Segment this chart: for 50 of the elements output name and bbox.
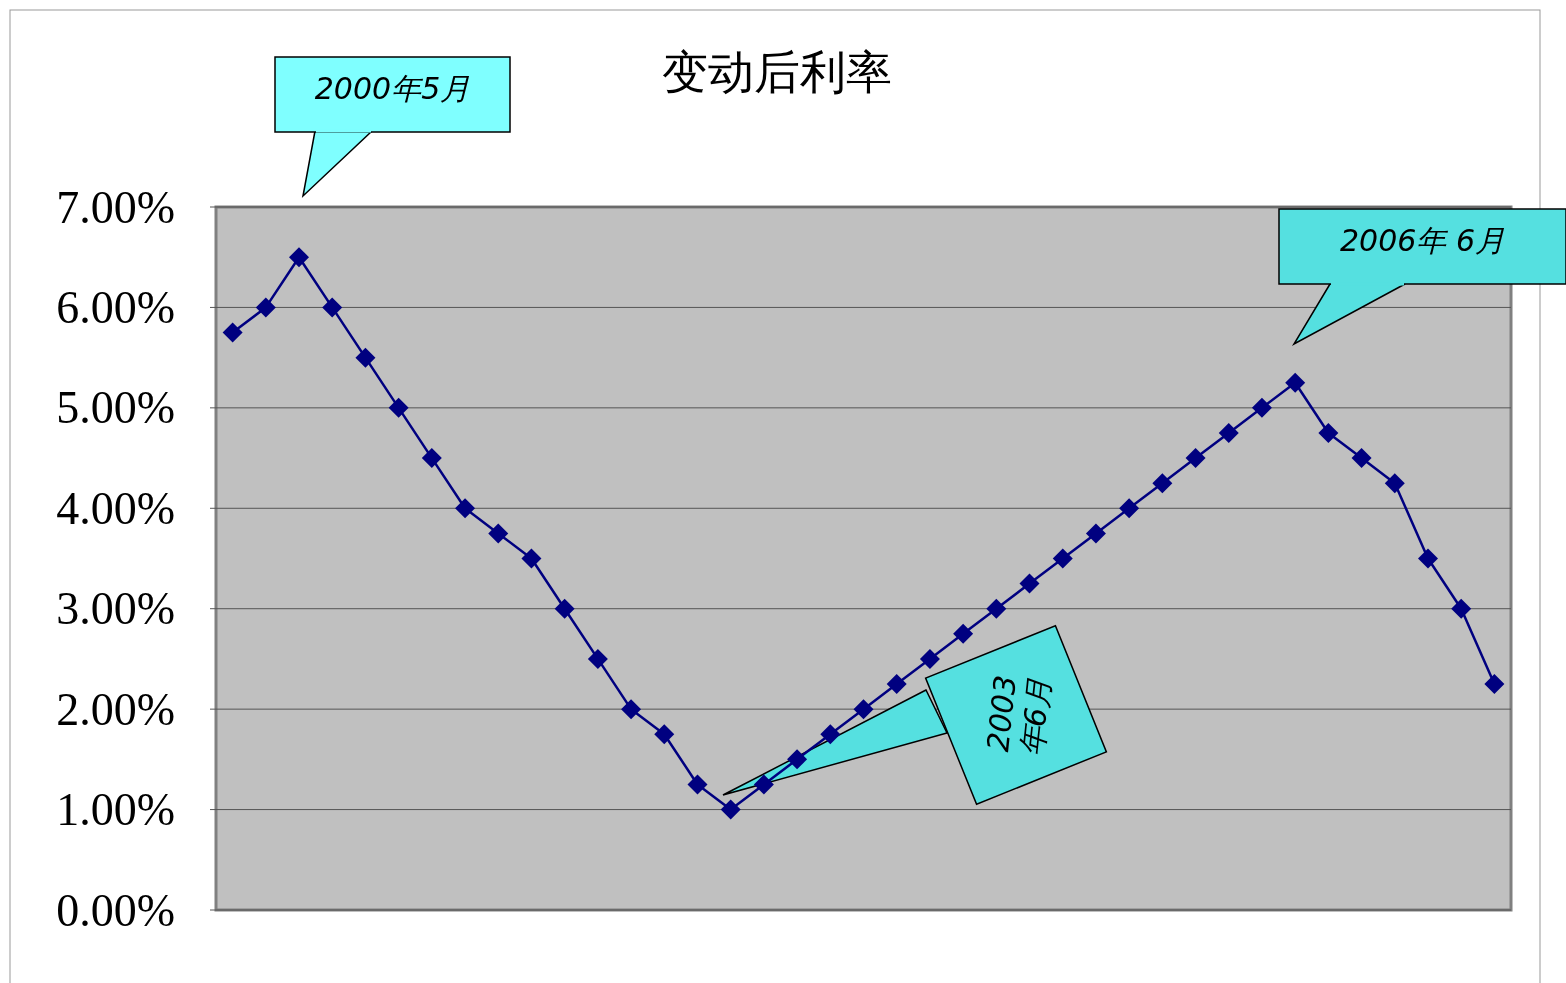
point	[853, 699, 874, 720]
point	[322, 297, 343, 318]
y-tick-label: 4.00%	[56, 482, 175, 534]
point	[1318, 422, 1339, 443]
point	[1451, 598, 1472, 619]
point	[753, 774, 774, 795]
y-tick-label: 7.00%	[56, 181, 175, 233]
point	[1052, 548, 1073, 569]
point	[222, 322, 243, 343]
point	[521, 548, 542, 569]
point	[687, 774, 708, 795]
point	[654, 724, 675, 745]
point	[1384, 473, 1405, 494]
point	[1019, 573, 1040, 594]
point	[1218, 422, 1239, 443]
y-tick-label: 2.00%	[56, 683, 175, 735]
chart-title: 变动后利率	[662, 45, 892, 99]
point	[1085, 523, 1106, 544]
point	[554, 598, 575, 619]
point	[621, 699, 642, 720]
point	[1285, 372, 1306, 393]
point	[1417, 548, 1438, 569]
point	[1152, 473, 1173, 494]
y-tick-label: 3.00%	[56, 583, 175, 635]
point	[455, 498, 476, 519]
annotation: 2003年6月	[980, 673, 1057, 759]
point	[1185, 448, 1206, 469]
y-tick-label: 0.00%	[56, 884, 175, 936]
point	[355, 347, 376, 368]
point	[255, 297, 276, 318]
point	[886, 674, 907, 695]
point	[1119, 498, 1140, 519]
point	[1251, 397, 1272, 418]
annotation: 2006年 6月	[1340, 223, 1505, 258]
y-tick-label: 5.00%	[56, 382, 175, 434]
point	[1484, 674, 1505, 695]
point	[919, 648, 940, 669]
point	[587, 648, 608, 669]
point	[1351, 448, 1372, 469]
point	[289, 247, 310, 268]
y-tick-label: 1.00%	[56, 784, 175, 836]
point	[986, 598, 1007, 619]
point	[820, 724, 841, 745]
point	[953, 623, 974, 644]
point	[388, 397, 409, 418]
point	[720, 799, 741, 820]
y-tick-label: 6.00%	[56, 281, 175, 333]
point	[488, 523, 509, 544]
point	[421, 448, 442, 469]
point	[787, 749, 808, 770]
